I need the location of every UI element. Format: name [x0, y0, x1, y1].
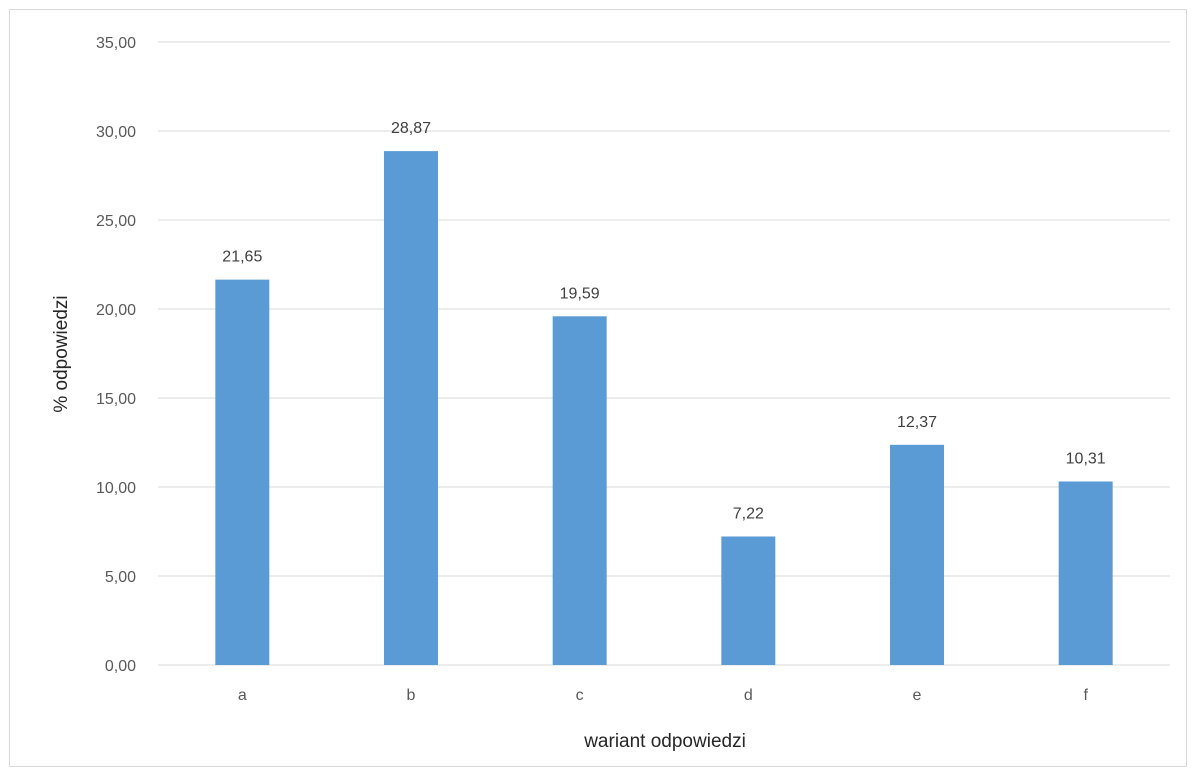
- x-tick-label-a: a: [238, 687, 247, 704]
- bar-a: [215, 279, 270, 665]
- x-tick-label-f: f: [1083, 687, 1088, 704]
- y-tick-label: 25,00: [96, 213, 136, 230]
- y-tick-label: 15,00: [96, 391, 136, 408]
- y-tick-label: 10,00: [96, 480, 136, 497]
- x-axis-ticks: a b c d e f: [238, 687, 1089, 704]
- data-label-c: 19,59: [560, 285, 600, 302]
- bars: [215, 151, 1113, 665]
- data-label-b: 28,87: [391, 120, 431, 137]
- data-label-a: 21,65: [222, 249, 262, 266]
- x-tick-label-d: d: [744, 687, 753, 704]
- y-axis-title: % odpowiedzi: [51, 295, 72, 412]
- bar-e: [890, 444, 944, 665]
- y-axis-ticks: 0,00 5,00 10,00 15,00 20,00 25,00 30,00 35,00: [96, 35, 136, 675]
- x-tick-label-c: c: [576, 687, 584, 704]
- data-labels: 21,65 28,87 19,59 7,22 12,37 10,31: [222, 120, 1105, 522]
- y-tick-label: 5,00: [105, 569, 136, 586]
- data-label-d: 7,22: [733, 505, 764, 522]
- bar-f: [1058, 481, 1113, 665]
- bar-d: [721, 536, 776, 665]
- x-axis-title: wariant odpowiedzi: [583, 731, 746, 752]
- data-label-f: 10,31: [1066, 450, 1106, 467]
- data-label-e: 12,37: [897, 414, 937, 431]
- y-tick-label: 35,00: [96, 35, 136, 52]
- y-tick-label: 30,00: [96, 124, 136, 141]
- y-tick-label: 20,00: [96, 302, 136, 319]
- x-tick-label-e: e: [913, 687, 922, 704]
- gridlines: [158, 41, 1170, 666]
- bar-c: [552, 316, 607, 665]
- x-tick-label-b: b: [407, 687, 416, 704]
- y-tick-label: 0,00: [105, 658, 136, 675]
- bar-b: [384, 151, 438, 665]
